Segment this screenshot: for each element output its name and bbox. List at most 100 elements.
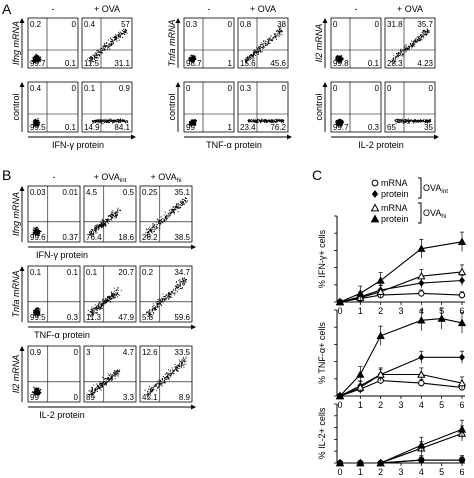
event-dot bbox=[97, 229, 100, 231]
event-dot bbox=[247, 55, 249, 57]
event-dot bbox=[280, 26, 282, 28]
quadrant-value-bottom-right: 59.6 bbox=[174, 313, 190, 322]
event-dot bbox=[165, 376, 167, 378]
plot-frame bbox=[237, 81, 289, 133]
event-dot bbox=[114, 214, 116, 216]
event-dot bbox=[400, 50, 402, 52]
event-dot bbox=[113, 121, 115, 123]
event-dot bbox=[114, 38, 116, 40]
event-dot bbox=[152, 223, 154, 225]
event-dot bbox=[246, 60, 248, 62]
event-dot bbox=[114, 217, 116, 219]
event-dot bbox=[254, 120, 256, 122]
event-dot bbox=[157, 306, 159, 308]
event-dot bbox=[276, 120, 278, 122]
event-dot bbox=[168, 379, 170, 381]
quadrant-value-top-left: 0.4 bbox=[84, 20, 96, 29]
event-dot bbox=[416, 37, 418, 39]
event-dot bbox=[185, 200, 187, 202]
data-point bbox=[458, 291, 466, 299]
event-dot bbox=[177, 365, 179, 367]
event-dot bbox=[401, 118, 403, 120]
event-dot bbox=[109, 379, 111, 381]
event-dot bbox=[117, 37, 119, 39]
event-dot bbox=[160, 298, 162, 300]
event-dot bbox=[278, 32, 280, 34]
event-dot bbox=[393, 62, 395, 64]
event-dot bbox=[414, 44, 416, 46]
event-dot bbox=[109, 214, 112, 216]
x-axis-label: IL-2 protein bbox=[358, 140, 404, 150]
event-dot bbox=[159, 298, 161, 300]
quadrant-value-top-left: 0.1 bbox=[86, 268, 98, 277]
event-dot bbox=[109, 43, 111, 45]
event-dot bbox=[124, 31, 126, 33]
dot-plot: 0 0 99 1 bbox=[183, 81, 235, 133]
event-dot bbox=[340, 56, 342, 58]
event-dot bbox=[252, 121, 254, 123]
event-dot bbox=[414, 41, 416, 44]
quadrant-value-top-right: 0 bbox=[228, 84, 233, 93]
event-dot bbox=[162, 302, 164, 304]
event-dot bbox=[110, 376, 112, 378]
event-dot bbox=[90, 57, 92, 59]
event-dot bbox=[173, 289, 175, 291]
event-dot bbox=[428, 31, 430, 33]
event-dot bbox=[180, 202, 182, 204]
event-dot bbox=[277, 34, 279, 36]
event-dot bbox=[421, 120, 423, 122]
event-dot bbox=[394, 120, 396, 122]
event-dot bbox=[336, 60, 338, 62]
event-dot bbox=[193, 121, 195, 123]
event-dot bbox=[104, 225, 107, 227]
event-dot bbox=[167, 213, 169, 215]
event-dot bbox=[183, 281, 185, 283]
event-dot bbox=[339, 58, 341, 60]
event-dot bbox=[180, 362, 183, 364]
event-dot bbox=[423, 29, 425, 31]
event-dot bbox=[277, 30, 279, 32]
event-dot bbox=[162, 222, 164, 224]
event-dot bbox=[423, 118, 425, 120]
event-dot bbox=[102, 123, 104, 125]
event-dot bbox=[152, 388, 154, 390]
dot-plot: 0.9 0 99 0 bbox=[27, 345, 81, 403]
event-dot bbox=[249, 121, 251, 123]
event-dot bbox=[152, 386, 154, 388]
event-dot bbox=[254, 54, 257, 56]
event-dot bbox=[413, 122, 415, 124]
quadrant-value-bottom-right: 31.1 bbox=[114, 59, 130, 68]
legend-marker bbox=[371, 190, 379, 198]
event-dot bbox=[176, 283, 179, 285]
event-dot bbox=[259, 43, 262, 46]
event-dot bbox=[90, 389, 92, 391]
event-dot bbox=[119, 369, 121, 371]
event-dot bbox=[95, 226, 97, 228]
event-dot bbox=[266, 44, 269, 46]
quadrant-value-top-right: 0 bbox=[72, 20, 77, 29]
event-dot bbox=[179, 278, 181, 280]
event-dot bbox=[97, 57, 99, 59]
event-dot bbox=[125, 120, 127, 122]
event-dot bbox=[116, 287, 118, 289]
event-dot bbox=[112, 216, 114, 218]
event-dot bbox=[32, 56, 34, 58]
event-dot bbox=[259, 48, 261, 50]
quadrant-value-top-left: 12.6 bbox=[142, 348, 158, 357]
event-dot bbox=[174, 366, 176, 368]
event-dot bbox=[273, 121, 276, 123]
event-dot bbox=[113, 297, 115, 299]
event-dot bbox=[156, 302, 158, 304]
event-dot bbox=[413, 45, 415, 47]
dot-plot: 4.5 0.5 76.4 18.6 bbox=[83, 185, 137, 243]
event-dot bbox=[178, 284, 180, 286]
event-dot bbox=[111, 375, 113, 377]
event-dot bbox=[115, 297, 117, 299]
event-dot bbox=[38, 308, 40, 310]
event-dot bbox=[162, 382, 164, 384]
quadrant-value-bottom-right: 0.1 bbox=[65, 59, 77, 68]
event-dot bbox=[95, 59, 97, 61]
event-dot bbox=[117, 290, 119, 292]
event-dot bbox=[114, 371, 116, 374]
quadrant-value-bottom-right: 1 bbox=[228, 59, 233, 68]
